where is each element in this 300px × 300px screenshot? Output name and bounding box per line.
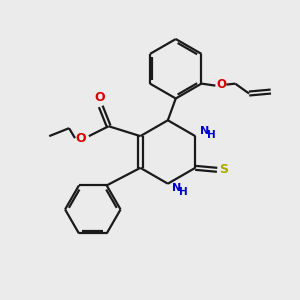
Text: O: O: [76, 132, 86, 145]
Text: H: H: [179, 187, 188, 196]
Text: H: H: [207, 130, 215, 140]
Text: S: S: [220, 163, 229, 176]
Text: N: N: [200, 126, 209, 136]
Text: N: N: [172, 183, 182, 193]
Text: O: O: [216, 78, 226, 91]
Text: O: O: [94, 91, 105, 104]
